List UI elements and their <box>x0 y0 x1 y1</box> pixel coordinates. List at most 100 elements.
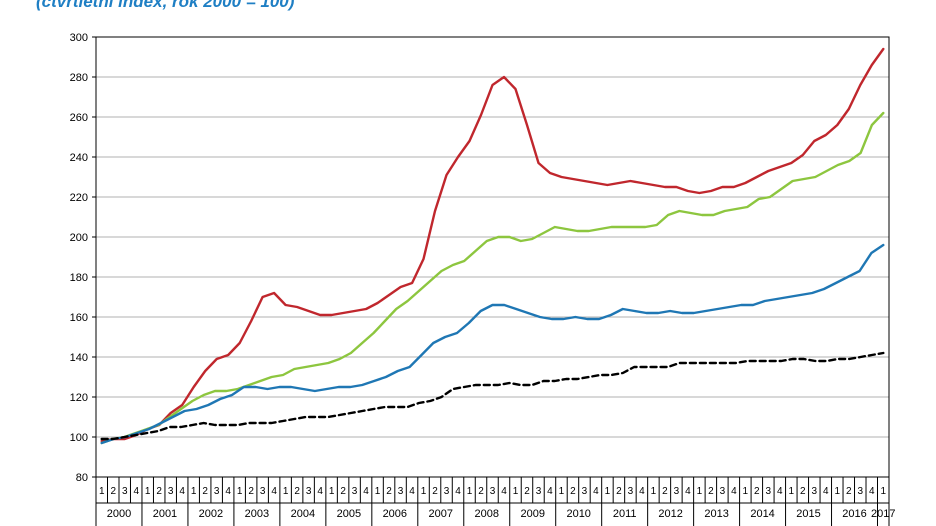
series-line-blue <box>100 243 885 445</box>
quarter-label: 1 <box>421 486 427 497</box>
quarter-label: 2 <box>386 486 392 497</box>
y-tick-label: 100 <box>70 432 88 444</box>
year-label: 2016 <box>842 508 866 520</box>
quarter-label: 3 <box>536 486 542 497</box>
quarter-label: 3 <box>260 486 266 497</box>
y-tick-label: 200 <box>70 232 88 244</box>
year-label: 2007 <box>429 508 453 520</box>
quarter-label: 2 <box>846 486 852 497</box>
quarter-label: 1 <box>375 486 381 497</box>
quarter-label: 2 <box>156 486 162 497</box>
quarter-label: 4 <box>179 486 185 497</box>
year-label: 2015 <box>796 508 820 520</box>
year-label: 2011 <box>613 508 637 520</box>
quarter-label: 1 <box>880 486 886 497</box>
plot-frame <box>95 36 890 478</box>
year-label: 2004 <box>291 508 315 520</box>
quarter-label: 2 <box>110 486 116 497</box>
y-tick-label: 180 <box>70 272 88 284</box>
quarter-label: 3 <box>306 486 312 497</box>
quarter-label: 3 <box>214 486 220 497</box>
quarter-label: 1 <box>697 486 703 497</box>
gridlines <box>96 36 889 478</box>
quarter-label: 2 <box>202 486 208 497</box>
series-line-red <box>100 47 885 443</box>
quarter-label: 3 <box>398 486 404 497</box>
quarter-label: 3 <box>674 486 680 497</box>
quarter-label: 1 <box>835 486 841 497</box>
quarter-label: 2 <box>616 486 622 497</box>
quarter-label: 1 <box>743 486 749 497</box>
quarter-label: 3 <box>490 486 496 497</box>
quarter-label: 2 <box>570 486 576 497</box>
quarter-label: 4 <box>593 486 599 497</box>
quarter-label: 4 <box>823 486 829 497</box>
quarter-label: 3 <box>720 486 726 497</box>
series-group <box>100 47 885 445</box>
series-line-green <box>100 111 885 445</box>
quarter-label: 4 <box>363 486 369 497</box>
quarter-label: 2 <box>294 486 300 497</box>
y-tick-label: 300 <box>70 32 88 44</box>
quarter-label: 2 <box>662 486 668 497</box>
chart-subtitle: (čtvrtletní index, rok 2000 = 100) <box>36 0 295 11</box>
year-label: 2006 <box>383 508 407 520</box>
quarter-label: 4 <box>639 486 645 497</box>
quarter-label: 1 <box>283 486 289 497</box>
quarter-label: 2 <box>432 486 438 497</box>
year-label: 2010 <box>566 508 590 520</box>
quarter-label: 1 <box>99 486 105 497</box>
quarter-label: 1 <box>559 486 565 497</box>
y-tick-label: 80 <box>76 472 88 484</box>
quarter-label: 4 <box>455 486 461 497</box>
quarter-label: 1 <box>789 486 795 497</box>
quarter-label: 2 <box>708 486 714 497</box>
quarter-label: 3 <box>122 486 128 497</box>
y-tick-label: 160 <box>70 312 88 324</box>
quarter-label: 4 <box>731 486 737 497</box>
y-tick-label: 220 <box>70 192 88 204</box>
series-line-black-dashed <box>100 351 885 441</box>
y-tick-label: 280 <box>70 72 88 84</box>
quarter-label: 4 <box>777 486 783 497</box>
y-tick-label: 240 <box>70 152 88 164</box>
year-label: 2013 <box>704 508 728 520</box>
quarter-label: 3 <box>582 486 588 497</box>
year-label: 2003 <box>245 508 269 520</box>
quarter-label: 1 <box>237 486 243 497</box>
quarter-label: 4 <box>409 486 415 497</box>
year-label: 2002 <box>199 508 223 520</box>
quarter-label: 4 <box>685 486 691 497</box>
quarter-label: 3 <box>352 486 358 497</box>
quarter-label: 4 <box>225 486 231 497</box>
quarter-label: 1 <box>513 486 519 497</box>
quarter-label: 4 <box>501 486 507 497</box>
quarter-label: 1 <box>191 486 197 497</box>
quarter-label: 2 <box>800 486 806 497</box>
quarter-label: 4 <box>133 486 139 497</box>
quarter-label: 3 <box>857 486 863 497</box>
year-label: 2005 <box>337 508 361 520</box>
year-label: 2014 <box>750 508 774 520</box>
quarter-label: 4 <box>869 486 875 497</box>
y-tick-label: 120 <box>70 392 88 404</box>
quarter-label: 1 <box>605 486 611 497</box>
quarter-label: 4 <box>271 486 277 497</box>
y-tick-label: 140 <box>70 352 88 364</box>
y-axis-ticks: 80 100 120 140 160 180 200 220 240 260 280 300 <box>70 32 96 484</box>
quarter-label: 2 <box>478 486 484 497</box>
quarter-label: 2 <box>248 486 254 497</box>
quarter-label: 3 <box>628 486 634 497</box>
year-label: 2008 <box>475 508 499 520</box>
quarter-label: 1 <box>651 486 657 497</box>
quarter-label: 4 <box>547 486 553 497</box>
quarter-label: 3 <box>812 486 818 497</box>
quarter-label: 2 <box>340 486 346 497</box>
quarter-label: 3 <box>766 486 772 497</box>
year-label: 2000 <box>107 508 131 520</box>
quarter-label: 1 <box>329 486 335 497</box>
quarter-label: 2 <box>524 486 530 497</box>
quarter-label: 1 <box>145 486 151 497</box>
